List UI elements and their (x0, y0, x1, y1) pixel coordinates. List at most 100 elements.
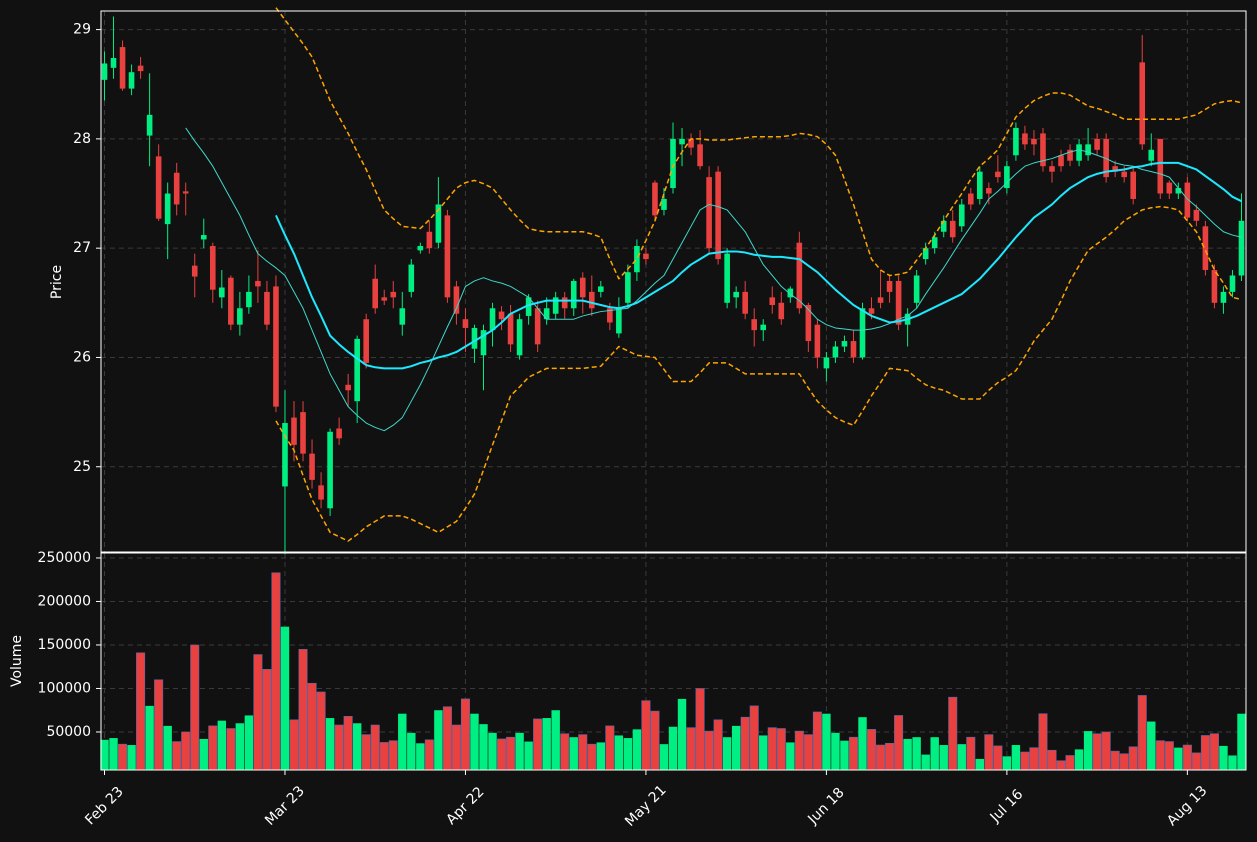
volume-bar (858, 717, 867, 770)
candle-body (228, 277, 234, 325)
candle-body (390, 291, 397, 298)
candle-body (354, 338, 360, 402)
volume-bar (930, 737, 939, 770)
volume-bar (217, 720, 227, 770)
volume-bar (253, 654, 263, 771)
volume-bar (551, 710, 560, 770)
candle-body (173, 172, 180, 205)
volume-bar (1074, 749, 1084, 770)
candle-body (128, 72, 135, 89)
volume-bar (199, 738, 208, 770)
volume-bar (569, 737, 578, 770)
volume-bar (1237, 713, 1246, 770)
volume-bar (803, 734, 813, 771)
volume-bar (957, 744, 966, 770)
indicator-line (185, 127, 1242, 432)
candle-body (1058, 155, 1064, 167)
volume-bar (1209, 733, 1219, 771)
volume-bar (632, 729, 642, 770)
candle-body (110, 57, 117, 68)
volume-bar (163, 725, 172, 770)
volume-bar (650, 710, 660, 771)
volume-bar (442, 706, 452, 771)
candle-body (733, 291, 739, 298)
candle-body (913, 275, 920, 303)
candle-body (1184, 182, 1191, 218)
indicator-line (275, 205, 1242, 542)
volume-bar (867, 729, 877, 771)
candle-body (760, 324, 767, 331)
candle-body (534, 308, 541, 345)
volume-bar (208, 725, 218, 771)
candle-body (688, 138, 694, 148)
volume-bar (984, 734, 994, 771)
volume-bar (759, 735, 768, 770)
x-tick-label: Jun 18 (804, 785, 847, 828)
candle-body (327, 431, 333, 509)
volume-bar (379, 742, 389, 771)
volume-bar (244, 715, 254, 770)
volume-bar (1092, 733, 1102, 771)
volume-bar (416, 743, 425, 770)
y-tick-label: 100000 (38, 680, 91, 696)
volume-bar (722, 737, 732, 770)
candle-body (426, 231, 433, 249)
candle-body (1202, 226, 1209, 271)
candle-body (715, 171, 721, 260)
candle-body (1148, 149, 1155, 161)
volume-bar (1038, 713, 1048, 771)
volume-bar (407, 732, 416, 770)
volume-bar (939, 745, 948, 770)
volume-bar (470, 713, 479, 770)
volume-bar (1029, 747, 1039, 771)
candle-body (1076, 144, 1082, 161)
volume-bar (921, 754, 930, 770)
x-tick-label: Mar 23 (262, 783, 308, 829)
candle-body (399, 308, 406, 325)
candle-body (209, 245, 216, 290)
volume-bar (154, 679, 164, 771)
candle-body (507, 313, 514, 345)
volume-bar (451, 724, 461, 771)
volume-bar (1228, 755, 1237, 770)
volume-bar (271, 572, 281, 771)
volume-bar (127, 745, 136, 770)
candle-body (1121, 171, 1127, 178)
candle-body (237, 308, 243, 325)
volume-bar (145, 705, 154, 770)
volume-bar (614, 735, 624, 770)
volume-bar (1002, 756, 1012, 770)
candle-body (453, 286, 460, 314)
candle-body (922, 248, 929, 260)
candle-body (1139, 62, 1146, 145)
candle-body (408, 264, 415, 292)
volume-bar (1083, 731, 1093, 770)
volume-bar (587, 743, 597, 771)
volume-bar (118, 743, 128, 771)
candle-body (1220, 291, 1227, 303)
candle-body (1229, 275, 1236, 292)
candle-body (273, 286, 279, 407)
candle-body (516, 319, 523, 356)
volume-bar (1147, 721, 1156, 770)
candle-body (264, 291, 270, 325)
volume-bar (488, 732, 497, 770)
y-tick-label: 50000 (46, 724, 91, 740)
volume-bar (912, 737, 921, 770)
candle-body (200, 235, 207, 240)
volume-bar (740, 716, 750, 771)
volume-bar (776, 728, 786, 771)
volume-bar (749, 705, 759, 771)
candle-body (625, 272, 631, 303)
candle-body (1130, 171, 1137, 199)
volume-bar (515, 732, 524, 770)
candle-body (598, 286, 604, 292)
volume-bar (767, 727, 777, 771)
candle-body (814, 324, 821, 358)
candle-body (336, 428, 342, 439)
candle-body (859, 308, 866, 358)
candle-body (995, 171, 1001, 178)
candle-body (679, 138, 685, 145)
y-tick-label: 150000 (38, 637, 91, 653)
candle-body (1193, 209, 1200, 221)
